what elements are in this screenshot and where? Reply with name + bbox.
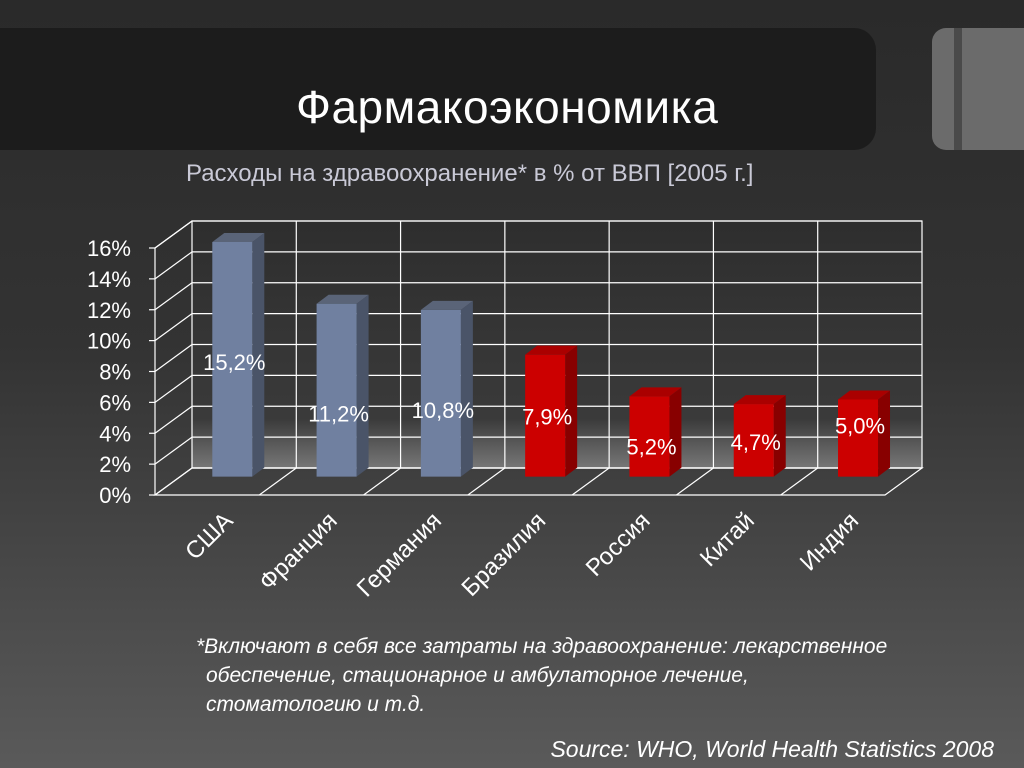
x-tick-label: Бразилия: [456, 507, 551, 602]
gridline-floor: [780, 467, 819, 496]
bar-top: [420, 300, 473, 310]
footnote: *Включают в себя все затраты на здравоох…: [196, 632, 1016, 719]
bar-side: [565, 345, 578, 477]
y-tick-label: 10%: [87, 329, 131, 354]
bar-value-label: 11,2%: [308, 402, 369, 427]
bar-value-label: 5,2%: [626, 434, 676, 459]
y-tick-label: 8%: [99, 360, 131, 385]
bar-side: [669, 387, 682, 477]
title-bar: [0, 28, 876, 150]
bar: [733, 404, 774, 477]
y-tick-label: 0%: [99, 483, 131, 508]
bar-top: [733, 395, 786, 405]
x-tick-label: Франция: [254, 507, 343, 596]
bar-top: [629, 387, 682, 397]
bar-2: [420, 300, 473, 477]
gridline-side: [154, 436, 193, 465]
chart-grid: [149, 220, 924, 496]
source-note: Source: WHO, World Health Statistics 200…: [550, 736, 994, 762]
gridline-floor: [467, 467, 506, 496]
y-tick-label: 4%: [99, 421, 131, 446]
side-tab-decoration: [932, 28, 1024, 150]
x-tick-label: США: [180, 507, 238, 565]
gridline-floor: [571, 467, 610, 496]
side-tab-stripe: [954, 28, 962, 150]
bar-side: [356, 294, 369, 477]
bar-top: [212, 232, 265, 242]
x-tick-label: Германия: [352, 507, 447, 602]
bar-side: [252, 232, 265, 477]
bar-side: [460, 300, 473, 477]
gridline-side: [154, 282, 193, 311]
bar-top: [838, 390, 891, 400]
bar-6: [838, 390, 891, 477]
gridline-side: [154, 374, 193, 403]
x-tick-label: Россия: [581, 507, 656, 582]
gridline-floor: [363, 467, 401, 496]
gridline-side: [154, 220, 193, 249]
y-tick-label: 16%: [87, 236, 131, 261]
bar-chart: 0% 2% 4% 6% 8% 10% 12% 14% 16% 15,2% 11,2% 10,8% 7,9…: [87, 220, 924, 602]
bar-value-label: 4,7%: [731, 430, 781, 455]
bar-1: [316, 294, 369, 477]
bar-top: [525, 345, 578, 355]
gridline-floor: [676, 467, 714, 496]
bar-top: [316, 294, 369, 304]
bar: [420, 309, 461, 477]
y-tick-label: 6%: [99, 390, 131, 415]
bar-5: [733, 395, 786, 477]
bar-4: [629, 387, 682, 477]
y-tick-label: 14%: [87, 267, 131, 292]
bar-value-label: 15,2%: [203, 350, 265, 375]
bar-value-label: 10,8%: [412, 398, 474, 423]
bar-value-label: 7,9%: [522, 405, 572, 430]
bar: [212, 241, 253, 477]
gridline-side: [154, 251, 193, 280]
chart-bars: [212, 232, 891, 477]
x-tick-label: Китай: [695, 507, 760, 572]
bar: [838, 399, 879, 477]
bar-side: [878, 390, 891, 477]
x-tick-label: Индия: [795, 507, 864, 576]
chart-subtitle: Расходы на здравоохранение* в % от ВВП […: [186, 160, 754, 187]
footnote-line: *Включают в себя все затраты на здравоох…: [196, 635, 888, 658]
bar: [525, 354, 566, 477]
page-title: Фармакоэкономика: [296, 81, 719, 133]
gridline-side: [154, 405, 193, 434]
bar: [629, 396, 670, 477]
gridline-side: [154, 313, 193, 342]
y-tick-label: 12%: [87, 298, 131, 323]
gridline-side: [154, 344, 193, 372]
footnote-line: стоматологию и т.д.: [206, 693, 426, 716]
gridline-side: [154, 467, 193, 496]
bar: [316, 303, 357, 477]
bar-value-label: 5,0%: [835, 413, 885, 438]
bar-side: [773, 395, 786, 477]
bar-0: [212, 232, 265, 477]
gridline-floor: [258, 467, 297, 496]
footnote-line: обеспечение, стационарное и амбулаторное…: [206, 664, 749, 687]
bar-3: [525, 345, 578, 477]
y-tick-label: 2%: [99, 452, 131, 477]
